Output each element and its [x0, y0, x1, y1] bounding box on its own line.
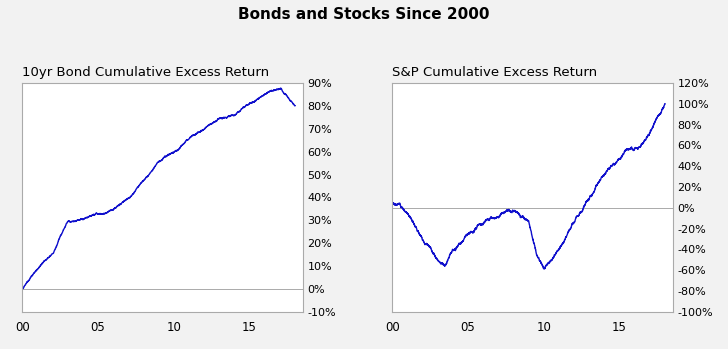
Text: 10yr Bond Cumulative Excess Return: 10yr Bond Cumulative Excess Return — [23, 66, 269, 79]
Text: Bonds and Stocks Since 2000: Bonds and Stocks Since 2000 — [238, 7, 490, 22]
Text: S&P Cumulative Excess Return: S&P Cumulative Excess Return — [392, 66, 598, 79]
